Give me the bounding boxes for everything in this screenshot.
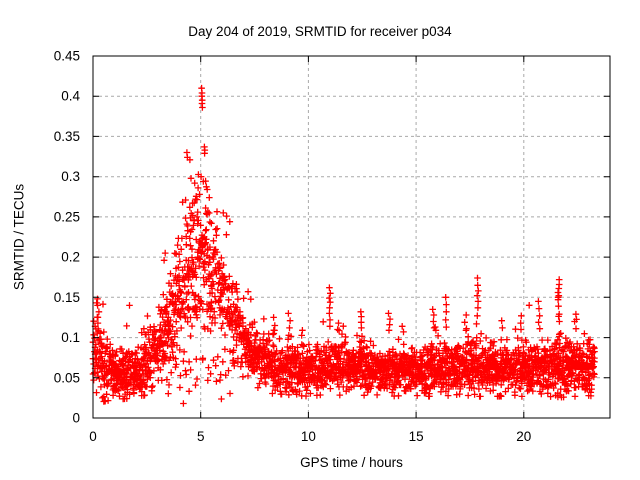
chart-title: Day 204 of 2019, SRMTID for receiver p03…	[188, 24, 452, 39]
y-tick-label: 0.1	[61, 330, 80, 345]
y-tick-label: 0.35	[54, 129, 80, 144]
y-tick-label: 0.15	[54, 290, 80, 305]
y-tick-label: 0.25	[54, 209, 80, 224]
grid-lines	[93, 56, 610, 418]
data-points	[89, 84, 598, 407]
x-tick-label: 5	[197, 429, 205, 444]
y-tick-label: 0.05	[54, 370, 80, 385]
x-tick-label: 0	[89, 429, 97, 444]
plot-border	[92, 55, 611, 419]
axis-ticks	[92, 55, 610, 419]
y-tick-label: 0.45	[54, 49, 80, 64]
x-axis-label: GPS time / hours	[300, 455, 403, 470]
y-tick-label: 0.3	[61, 169, 80, 184]
x-tick-label: 20	[516, 429, 531, 444]
x-tick-label: 10	[301, 429, 316, 444]
y-tick-label: 0.4	[61, 89, 80, 104]
y-tick-label: 0	[72, 411, 80, 426]
x-tick-label: 15	[409, 429, 424, 444]
y-tick-label: 0.2	[61, 250, 80, 265]
